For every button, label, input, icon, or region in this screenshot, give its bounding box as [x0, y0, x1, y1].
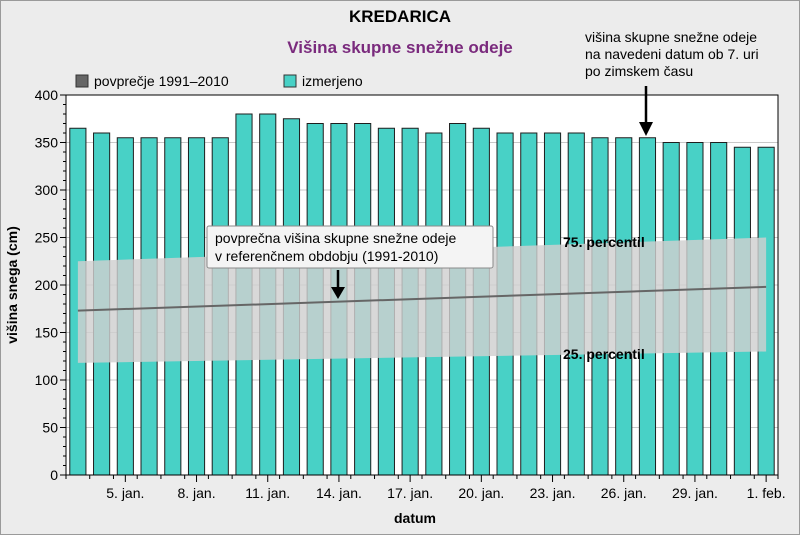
- x-tick-label: 29. jan.: [672, 485, 718, 501]
- y-tick-label: 150: [35, 325, 59, 341]
- legend-measured-swatch: [283, 74, 297, 88]
- y-tick-label: 250: [35, 230, 59, 246]
- legend: povprečje 1991–2010 izmerjeno: [75, 73, 363, 89]
- y-tick-label: 100: [35, 372, 59, 388]
- y-axis-label: višina snega (cm): [4, 226, 20, 344]
- x-tick-label: 20. jan.: [458, 485, 504, 501]
- average-arrow-head: [331, 287, 345, 299]
- y-axis: 0 50 100 150 200 250 300 350 400: [35, 87, 66, 483]
- legend-measured-label: izmerjeno: [302, 73, 363, 89]
- y-tick-label: 50: [42, 420, 58, 436]
- x-tick-label: 14. jan.: [316, 485, 362, 501]
- p75-label: 75. percentil: [563, 234, 645, 250]
- y-tick-label: 350: [35, 135, 59, 151]
- note-arrow-head: [639, 122, 653, 136]
- x-tick-label: 11. jan.: [245, 485, 290, 501]
- x-tick-label: 17. jan.: [387, 485, 433, 501]
- average-callout-box: [206, 225, 494, 269]
- x-axis: 5. jan. 8. jan. 11. jan. 14. jan. 17. jan. 20…: [65, 475, 786, 501]
- p25-label: 25. percentil: [563, 346, 645, 362]
- measurement-note-line: na navedeni datum ob 7. uri: [585, 46, 759, 62]
- x-tick-label: 23. jan.: [530, 485, 576, 501]
- y-tick-label: 0: [50, 467, 58, 483]
- measurement-note-line: višina skupne snežne odeje: [585, 29, 757, 45]
- x-tick-label: 8. jan.: [177, 485, 215, 501]
- chart-title: KREDARICA: [349, 7, 451, 26]
- y-tick-label: 200: [35, 277, 59, 293]
- annotations: povprečna višina skupne snežne odeje v re…: [206, 86, 653, 362]
- measurement-note-line: po zimskem času: [585, 63, 693, 79]
- average-callout-line: povprečna višina skupne snežne odeje: [215, 230, 456, 246]
- average-trend-line: [77, 285, 767, 312]
- legend-average-label: povprečje 1991–2010: [94, 73, 229, 89]
- percentile-band: [77, 237, 767, 363]
- average-line: [77, 285, 767, 312]
- x-axis-label: datum: [394, 510, 436, 526]
- legend-average-swatch: [75, 74, 89, 88]
- chart-subtitle: Višina skupne snežne odeje: [287, 38, 513, 57]
- average-callout-line: v referenčnem obdobju (1991-2010): [215, 248, 438, 264]
- percentile-band-area: [77, 237, 767, 363]
- x-tick-label: 1. feb.: [747, 485, 786, 501]
- x-tick-label: 5. jan.: [106, 485, 144, 501]
- x-tick-label: 26. jan.: [601, 485, 647, 501]
- y-tick-label: 400: [35, 87, 59, 103]
- y-tick-label: 300: [35, 182, 59, 198]
